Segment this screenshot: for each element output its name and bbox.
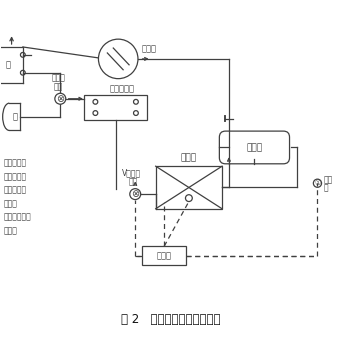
Text: 器: 器 xyxy=(6,60,11,69)
Text: 蒸发器: 蒸发器 xyxy=(181,154,197,163)
Text: V电子膨: V电子膨 xyxy=(122,169,141,178)
Text: 低压液体管: 低压液体管 xyxy=(4,172,27,181)
Bar xyxy=(156,166,222,209)
Text: 胀阀: 胀阀 xyxy=(54,82,63,91)
Text: 低压气体管: 低压气体管 xyxy=(4,185,27,194)
Text: 胀阀: 胀阀 xyxy=(129,177,138,186)
Text: ①: ① xyxy=(314,180,320,186)
Text: 桶: 桶 xyxy=(12,112,17,121)
Circle shape xyxy=(133,111,138,116)
Text: 中间冷却器: 中间冷却器 xyxy=(110,84,135,93)
Text: 回气桶: 回气桶 xyxy=(246,143,263,152)
Circle shape xyxy=(313,179,321,187)
Circle shape xyxy=(21,53,25,57)
Text: 中间压力蜗气: 中间压力蜗气 xyxy=(4,213,32,222)
Text: 图 2   分布式超低氦充注系统: 图 2 分布式超低氦充注系统 xyxy=(121,313,221,326)
Circle shape xyxy=(130,189,141,200)
Circle shape xyxy=(55,93,66,104)
Circle shape xyxy=(21,70,25,75)
Text: ⊗: ⊗ xyxy=(56,94,64,104)
Text: 乙二醇: 乙二醇 xyxy=(4,226,18,235)
Text: ⊗: ⊗ xyxy=(131,189,139,199)
Circle shape xyxy=(93,99,98,104)
Bar xyxy=(142,246,186,265)
Text: 回油管: 回油管 xyxy=(4,199,18,208)
Text: 电子膨: 电子膨 xyxy=(52,73,66,82)
Circle shape xyxy=(133,99,138,104)
Text: 传: 传 xyxy=(324,184,328,193)
Text: 压缩机: 压缩机 xyxy=(141,45,156,54)
Circle shape xyxy=(185,195,192,201)
Circle shape xyxy=(98,39,138,79)
Text: 高压液体管: 高压液体管 xyxy=(4,158,27,167)
Text: 控制器: 控制器 xyxy=(157,251,172,260)
FancyBboxPatch shape xyxy=(219,131,290,164)
Text: 蒸汽: 蒸汽 xyxy=(324,175,333,184)
Circle shape xyxy=(93,111,98,116)
Bar xyxy=(84,95,147,120)
